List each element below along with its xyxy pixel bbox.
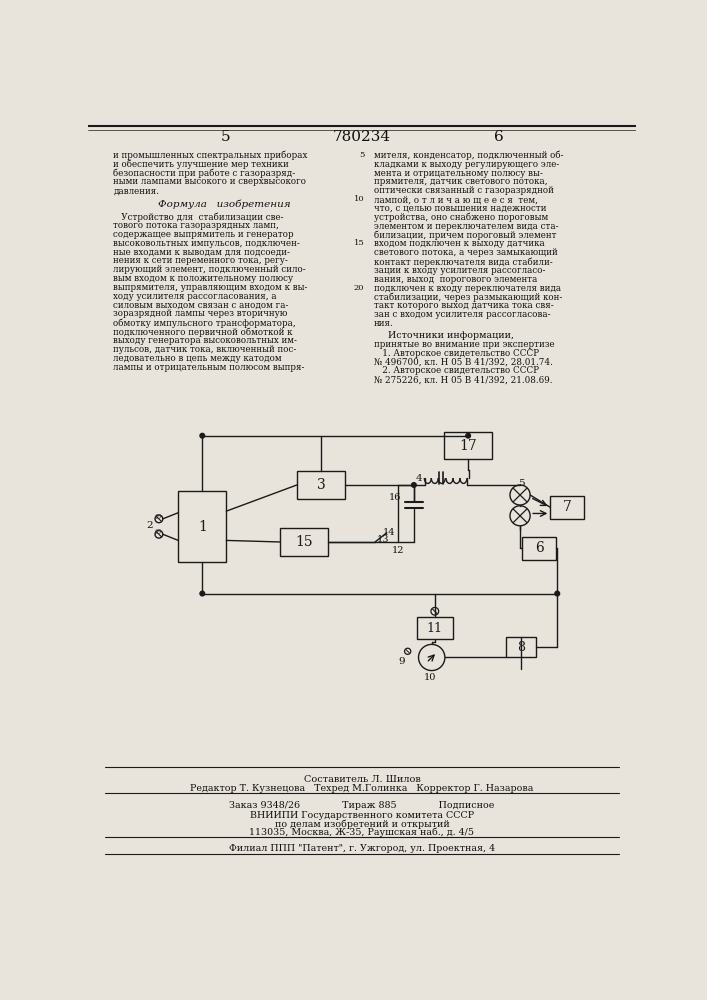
Text: ния.: ния.: [373, 319, 393, 328]
Text: вания, выход  порогового элемента: вания, выход порогового элемента: [373, 275, 537, 284]
Text: 12: 12: [392, 546, 404, 555]
Text: ходу усилителя рассогласования, а: ходу усилителя рассогласования, а: [113, 292, 277, 301]
Text: 7: 7: [563, 500, 572, 514]
Text: выходу генератора высоковольтных им-: выходу генератора высоковольтных им-: [113, 336, 297, 345]
Bar: [550, 496, 585, 519]
Text: ВНИИПИ Государственного комитета СССР: ВНИИПИ Государственного комитета СССР: [250, 811, 474, 820]
Text: высоковольтных импульсов, подключен-: высоковольтных импульсов, подключен-: [113, 239, 300, 248]
Text: Ø: Ø: [155, 513, 161, 521]
Text: безопасности при работе с газоразряд-: безопасности при работе с газоразряд-: [113, 169, 296, 178]
Text: Составитель Л. Шилов: Составитель Л. Шилов: [303, 774, 421, 784]
Circle shape: [200, 433, 204, 438]
Circle shape: [555, 591, 559, 596]
Text: светового потока, а через замыкающий: светового потока, а через замыкающий: [373, 248, 557, 257]
Text: зан с входом усилителя рассогласова-: зан с входом усилителя рассогласова-: [373, 310, 550, 319]
Text: 10: 10: [354, 195, 364, 203]
Text: Устройство для  стабилизации све-: Устройство для стабилизации све-: [113, 212, 284, 222]
Circle shape: [200, 591, 204, 596]
Text: 5: 5: [221, 130, 230, 144]
Text: 11: 11: [427, 622, 443, 635]
Text: ными лампами высокого и сверхвысокого: ными лампами высокого и сверхвысокого: [113, 177, 306, 186]
Text: и обеспечить улучшение мер техники: и обеспечить улучшение мер техники: [113, 160, 289, 169]
Bar: [444, 432, 492, 459]
Text: Формула   изобретения: Формула изобретения: [158, 200, 291, 209]
Text: содержащее выпрямитель и генератор: содержащее выпрямитель и генератор: [113, 230, 294, 239]
Text: 1: 1: [198, 520, 206, 534]
Text: 9: 9: [398, 657, 405, 666]
Text: 2. Авторское свидетельство СССР: 2. Авторское свидетельство СССР: [373, 366, 539, 375]
Text: 16: 16: [388, 493, 401, 502]
Text: Филиал ППП "Патент", г. Ужгород, ул. Проектная, 4: Филиал ППП "Патент", г. Ужгород, ул. Про…: [229, 844, 495, 853]
Text: силовым выходом связан с анодом га-: силовым выходом связан с анодом га-: [113, 301, 288, 310]
Text: 780234: 780234: [333, 130, 391, 144]
Text: 15: 15: [295, 535, 312, 549]
Text: 6: 6: [494, 130, 504, 144]
Bar: [297, 471, 345, 499]
Circle shape: [466, 433, 470, 438]
Text: 20: 20: [354, 284, 364, 292]
Text: принятые во внимание при экспертизе: принятые во внимание при экспертизе: [373, 340, 554, 349]
Text: нения к сети переменного тока, регу-: нения к сети переменного тока, регу-: [113, 256, 288, 265]
Bar: [506, 637, 535, 657]
Text: 3: 3: [317, 478, 325, 492]
Text: Редактор Т. Кузнецова   Техред М.Голинка   Корректор Г. Назарова: Редактор Т. Кузнецова Техред М.Голинка К…: [190, 784, 534, 793]
Text: оптически связанный с газоразрядной: оптически связанный с газоразрядной: [373, 186, 554, 195]
Text: такт которого выход датчика тока свя-: такт которого выход датчика тока свя-: [373, 301, 554, 310]
Text: устройства, оно снабжено пороговым: устройства, оно снабжено пороговым: [373, 213, 548, 222]
Text: 10: 10: [424, 673, 436, 682]
Text: 113035, Москва, Ж-35, Раушская наб., д. 4/5: 113035, Москва, Ж-35, Раушская наб., д. …: [250, 828, 474, 837]
Circle shape: [411, 483, 416, 487]
Text: 1. Авторское свидетельство СССР: 1. Авторское свидетельство СССР: [373, 349, 539, 358]
Text: 6: 6: [535, 541, 544, 555]
Text: по делам изобретений и открытий: по делам изобретений и открытий: [274, 819, 450, 829]
Text: Ø: Ø: [155, 528, 161, 536]
Text: 5: 5: [518, 479, 525, 488]
Text: контакт переключателя вида стабили-: контакт переключателя вида стабили-: [373, 257, 552, 267]
Text: № 496700, кл. Н 05 В 41/392, 28.01.74.: № 496700, кл. Н 05 В 41/392, 28.01.74.: [373, 358, 552, 367]
Text: лампой, о т л и ч а ю щ е е с я  тем,: лампой, о т л и ч а ю щ е е с я тем,: [373, 195, 537, 204]
Bar: [417, 617, 452, 639]
Text: и промышленных спектральных приборах: и промышленных спектральных приборах: [113, 151, 308, 160]
Text: 2: 2: [146, 521, 153, 530]
Text: 13: 13: [377, 535, 389, 544]
Text: Источники информации,: Источники информации,: [388, 331, 514, 340]
Text: Заказ 9348/26              Тираж 885              Подписное: Заказ 9348/26 Тираж 885 Подписное: [229, 801, 495, 810]
Text: 15: 15: [354, 239, 364, 247]
Text: 8: 8: [517, 641, 525, 654]
Text: 17: 17: [460, 439, 477, 453]
Text: тового потока газоразрядных ламп,: тового потока газоразрядных ламп,: [113, 221, 279, 230]
Bar: [280, 528, 328, 556]
Text: вым входом к положительному полюсу: вым входом к положительному полюсу: [113, 274, 293, 283]
Text: кладками к выходу регулирующего эле-: кладками к выходу регулирующего эле-: [373, 160, 559, 169]
Text: лирующий элемент, подключенный сило-: лирующий элемент, подключенный сило-: [113, 265, 306, 274]
Text: стабилизации, через размыкающий кон-: стабилизации, через размыкающий кон-: [373, 292, 562, 302]
Text: давления.: давления.: [113, 186, 159, 195]
Text: ледовательно в цепь между катодом: ледовательно в цепь между катодом: [113, 354, 282, 363]
Text: подключен к входу переключателя вида: подключен к входу переключателя вида: [373, 284, 561, 293]
Text: подключенного первичной обмоткой к: подключенного первичной обмоткой к: [113, 327, 293, 337]
Bar: [178, 491, 226, 562]
Text: входом подключен к выходу датчика: входом подключен к выходу датчика: [373, 239, 544, 248]
Text: 14: 14: [383, 528, 395, 537]
Bar: [522, 537, 556, 560]
Text: зации к входу усилителя рассогласо-: зации к входу усилителя рассогласо-: [373, 266, 545, 275]
Text: обмотку импульсного трансформатора,: обмотку импульсного трансформатора,: [113, 318, 296, 328]
Text: мителя, конденсатор, подключенный об-: мителя, конденсатор, подключенный об-: [373, 151, 563, 160]
Text: № 275226, кл. Н 05 В 41/392, 21.08.69.: № 275226, кл. Н 05 В 41/392, 21.08.69.: [373, 375, 552, 384]
Text: элементом и переключателем вида ста-: элементом и переключателем вида ста-: [373, 222, 559, 231]
Text: выпрямителя, управляющим входом к вы-: выпрямителя, управляющим входом к вы-: [113, 283, 308, 292]
Text: пульсов, датчик тока, включенный пос-: пульсов, датчик тока, включенный пос-: [113, 345, 296, 354]
Text: 5: 5: [359, 151, 364, 159]
Text: лампы и отрицательным полюсом выпря-: лампы и отрицательным полюсом выпря-: [113, 363, 305, 372]
Text: 4: 4: [416, 474, 422, 483]
Text: прямителя, датчик светового потока,: прямителя, датчик светового потока,: [373, 177, 547, 186]
Text: зоразрядной лампы через вторичную: зоразрядной лампы через вторичную: [113, 309, 288, 318]
Text: что, с целью повышения надежности: что, с целью повышения надежности: [373, 204, 546, 213]
Text: ные входами к выводам для подсоеди-: ные входами к выводам для подсоеди-: [113, 247, 290, 256]
Text: мента и отрицательному полюсу вы-: мента и отрицательному полюсу вы-: [373, 169, 542, 178]
Text: билизации, причем пороговый элемент: билизации, причем пороговый элемент: [373, 230, 556, 240]
